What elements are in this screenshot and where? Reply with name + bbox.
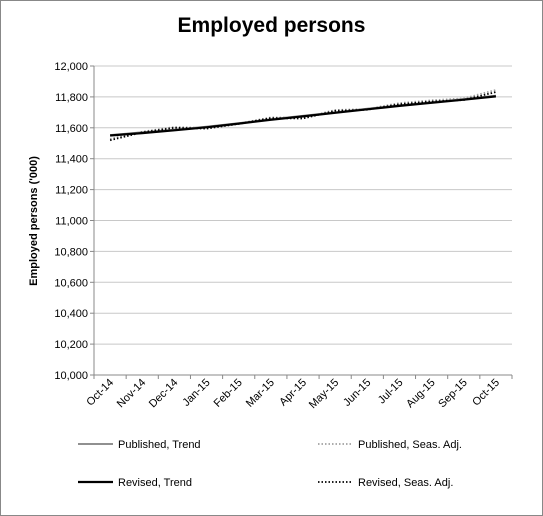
x-tick-label: Mar-15 xyxy=(244,377,277,410)
x-tick-label: Oct-15 xyxy=(470,377,502,409)
chart-title: Employed persons xyxy=(177,14,366,37)
x-tick-label: Feb-15 xyxy=(212,377,245,410)
y-tick-label: 11,000 xyxy=(55,216,88,228)
x-tick-label: May-15 xyxy=(307,377,341,411)
legend-label-1: Published, Trend xyxy=(118,439,201,451)
y-tick-label: 10,200 xyxy=(54,339,88,351)
x-tick-label: Nov-14 xyxy=(115,377,149,411)
legend-label-4: Revised, Seas. Adj. xyxy=(358,477,453,489)
x-tick-label: Oct-14 xyxy=(84,377,116,409)
x-tick-label: Sep-15 xyxy=(436,377,470,411)
series-line-3 xyxy=(110,95,497,137)
y-tick-label: 12,000 xyxy=(54,61,88,73)
x-tick-label: Jan-15 xyxy=(180,377,212,409)
y-tick-label: 11,200 xyxy=(55,185,88,197)
x-tick-label: Jul-15 xyxy=(376,377,406,407)
x-tick-label: Apr-15 xyxy=(277,377,309,409)
y-tick-label: 10,400 xyxy=(54,308,88,320)
y-tick-label: 11,600 xyxy=(55,123,88,135)
x-tick-label: Aug-15 xyxy=(404,377,438,411)
y-tick-label: 11,400 xyxy=(55,154,88,166)
x-tick-label: Dec-14 xyxy=(147,377,181,411)
y-tick-label: 10,800 xyxy=(54,246,88,258)
y-tick-label: 11,800 xyxy=(55,92,88,104)
legend-label-3: Revised, Trend xyxy=(118,477,192,489)
y-tick-label: 10,600 xyxy=(54,277,88,289)
x-tick-label: Jun-15 xyxy=(341,377,373,409)
legend-label-2: Published, Seas. Adj. xyxy=(358,439,462,451)
y-tick-label: 10,000 xyxy=(54,370,88,382)
y-axis-label: Employed persons ('000) xyxy=(28,156,40,286)
